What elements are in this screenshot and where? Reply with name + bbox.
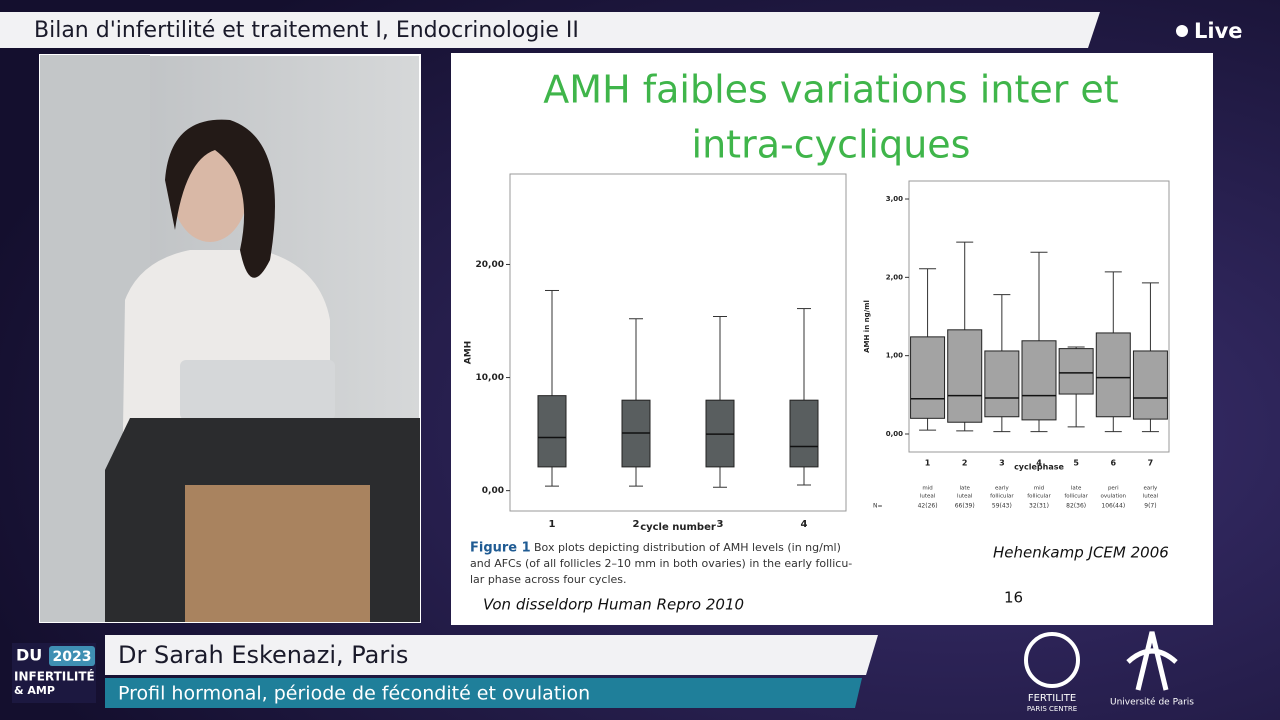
y-tick-label: 20,00	[476, 260, 504, 270]
box	[789, 399, 819, 468]
x-tick-label: 6	[1110, 459, 1116, 468]
box	[1021, 340, 1057, 421]
subtitle: Profil hormonal, période de fécondité et…	[118, 683, 590, 705]
plot-frame	[509, 173, 847, 512]
slide-title: intra-cycliques	[692, 123, 971, 167]
phase-label: late	[1071, 486, 1082, 492]
header-title: Bilan d'infertilité et traitement I, End…	[34, 18, 579, 43]
x-tick-label: 2	[633, 519, 640, 530]
phase-label: follicular	[990, 494, 1014, 500]
caption-line: and AFCs (of all follicles 2–10 mm in bo…	[470, 557, 852, 570]
phase-label: ovulation	[1101, 494, 1127, 500]
n-label: 32(31)	[1029, 503, 1049, 510]
logo-text: 2023	[53, 649, 92, 665]
phase-label: early	[995, 486, 1010, 492]
y-tick-label: 10,00	[476, 373, 504, 383]
n-title: N=	[873, 503, 883, 510]
n-label: 82(36)	[1066, 503, 1086, 510]
x-tick-label: 4	[801, 519, 808, 530]
box	[1058, 348, 1094, 395]
speaker-name: Dr Sarah Eskenazi, Paris	[118, 641, 408, 669]
caption-line: Box plots depicting distribution of AMH …	[534, 541, 841, 554]
x-tick-label: 1	[549, 519, 556, 530]
logo-text: FERTILITE	[1028, 693, 1076, 704]
phase-label: luteal	[1143, 494, 1159, 500]
universite-logo	[1126, 631, 1178, 691]
phase-label: peri	[1108, 486, 1119, 492]
box	[910, 336, 946, 419]
box	[947, 329, 983, 423]
y-axis-label: AMH in ng/ml	[863, 300, 871, 353]
phase-label: mid	[922, 486, 932, 492]
n-label: 66(39)	[955, 503, 975, 510]
logo-text: INFERTILITÉ	[14, 669, 95, 684]
phase-label: follicular	[1064, 494, 1088, 500]
logo-text: DU	[16, 646, 42, 665]
slide	[451, 53, 1213, 625]
fertilite-logo	[1024, 632, 1080, 688]
n-label: 9(7)	[1144, 503, 1156, 510]
x-axis-label: cyclephase	[1014, 463, 1064, 472]
live-dot	[1176, 25, 1188, 37]
logo-text: Université de Paris	[1110, 697, 1194, 708]
x-tick-label: 3	[717, 519, 724, 530]
x-tick-label: 2	[962, 459, 968, 468]
source: Von disseldorp Human Repro 2010	[483, 596, 744, 614]
subtitle-bar	[105, 678, 862, 708]
phase-label: luteal	[920, 494, 936, 500]
plot-frame	[908, 180, 1170, 453]
phase-label: luteal	[957, 494, 973, 500]
y-tick-label: 0,00	[886, 430, 903, 438]
live-label: Live	[1194, 19, 1243, 43]
logo-text: & AMP	[14, 684, 55, 697]
y-axis-label: AMH	[464, 341, 474, 364]
y-tick-label: 0,00	[482, 486, 504, 496]
phase-label: mid	[1034, 486, 1044, 492]
n-label: 106(44)	[1101, 503, 1125, 510]
header-bar	[0, 12, 1100, 48]
x-tick-label: 7	[1148, 459, 1154, 468]
slide-title: AMH faibles variations inter et	[543, 68, 1118, 112]
logo-year-bg	[49, 646, 95, 666]
y-tick-label: 2,00	[886, 273, 903, 281]
x-axis-label: cycle number	[640, 522, 716, 533]
logo-text: PARIS CENTRE	[1027, 705, 1077, 713]
lower-third: DU 2023 INFERTILITÉ & AMP Dr Sarah Esken…	[12, 635, 878, 708]
phase-label: early	[1144, 486, 1159, 492]
x-tick-label: 5	[1073, 459, 1079, 468]
x-tick-label: 1	[925, 459, 931, 468]
x-tick-label: 4	[1036, 459, 1042, 468]
x-tick-label: 3	[999, 459, 1005, 468]
y-tick-label: 3,00	[886, 195, 903, 203]
caption-line: lar phase across four cycles.	[470, 573, 627, 586]
speaker-video	[39, 54, 421, 623]
phase-label: follicular	[1027, 494, 1051, 500]
box	[537, 395, 567, 468]
box	[1132, 350, 1168, 420]
source: Hehenkamp JCEM 2006	[993, 544, 1169, 562]
n-label: 42(26)	[918, 503, 938, 510]
n-label: 59(43)	[992, 503, 1012, 510]
phase-label: late	[959, 486, 970, 492]
caption-label: Figure 1	[470, 541, 531, 556]
name-bar	[105, 635, 878, 675]
page-number: 16	[1004, 589, 1023, 607]
box	[984, 350, 1020, 418]
box	[1095, 332, 1131, 418]
y-tick-label: 1,00	[886, 352, 903, 360]
